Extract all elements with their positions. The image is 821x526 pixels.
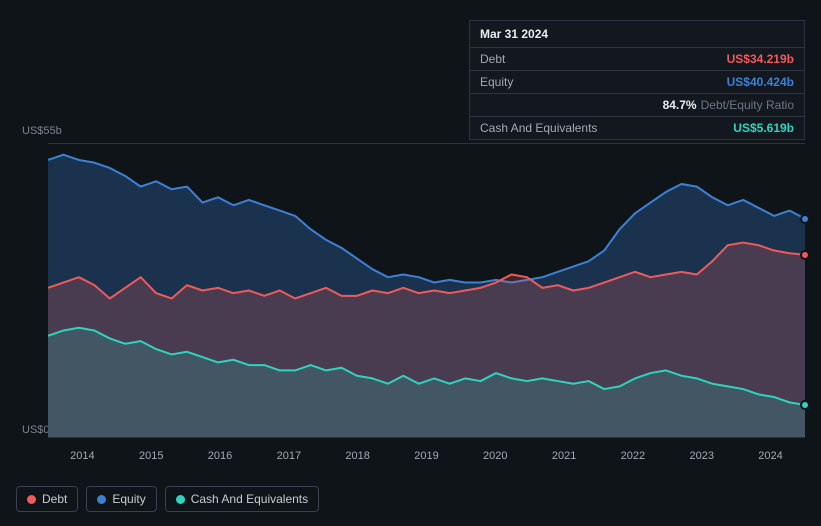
tooltip-label: Equity	[480, 75, 513, 89]
tooltip-panel: Mar 31 2024 Debt US$34.219b Equity US$40…	[469, 20, 805, 140]
legend-label: Equity	[112, 492, 145, 506]
tooltip-label: Debt	[480, 52, 505, 66]
xaxis-tick: 2024	[736, 450, 805, 462]
series-cash	[48, 144, 805, 437]
legend-dot-icon	[176, 495, 185, 504]
legend-dot-icon	[97, 495, 106, 504]
tooltip-value: US$34.219b	[727, 52, 794, 66]
xaxis-tick: 2017	[254, 450, 323, 462]
xaxis-tick: 2018	[323, 450, 392, 462]
xaxis-tick: 2021	[530, 450, 599, 462]
plot-region[interactable]	[48, 143, 805, 438]
chart-area: US$55b US$0 2014201520162017201820192020…	[16, 125, 805, 468]
xaxis-tick: 2020	[461, 450, 530, 462]
tooltip-row-cash: Cash And Equivalents US$5.619b	[470, 117, 804, 139]
xaxis-tick: 2022	[599, 450, 668, 462]
xaxis-tick: 2016	[186, 450, 255, 462]
ratio-percent: 84.7%	[663, 98, 697, 112]
marker-debt	[800, 250, 810, 260]
legend-item-equity[interactable]: Equity	[86, 486, 156, 512]
tooltip-row-equity: Equity US$40.424b	[470, 71, 804, 94]
xaxis-tick: 2023	[667, 450, 736, 462]
xaxis-tick: 2014	[48, 450, 117, 462]
yaxis-min-label: US$0	[22, 424, 50, 436]
marker-cash	[800, 400, 810, 410]
tooltip-value: US$40.424b	[727, 75, 794, 89]
tooltip-value: US$5.619b	[733, 121, 794, 135]
legend-label: Cash And Equivalents	[191, 492, 308, 506]
legend: Debt Equity Cash And Equivalents	[16, 486, 319, 512]
ratio-label: Debt/Equity Ratio	[701, 98, 794, 112]
tooltip-value: 84.7% Debt/Equity Ratio	[663, 98, 794, 112]
legend-dot-icon	[27, 495, 36, 504]
xaxis-tick: 2015	[117, 450, 186, 462]
tooltip-row-ratio: 84.7% Debt/Equity Ratio	[470, 94, 804, 117]
xaxis-labels: 2014201520162017201820192020202120222023…	[48, 450, 805, 462]
legend-label: Debt	[42, 492, 67, 506]
tooltip-date: Mar 31 2024	[470, 21, 804, 48]
xaxis-tick: 2019	[392, 450, 461, 462]
legend-item-cash[interactable]: Cash And Equivalents	[165, 486, 319, 512]
tooltip-row-debt: Debt US$34.219b	[470, 48, 804, 71]
tooltip-label: Cash And Equivalents	[480, 121, 597, 135]
marker-equity	[800, 214, 810, 224]
yaxis-max-label: US$55b	[22, 125, 62, 137]
legend-item-debt[interactable]: Debt	[16, 486, 78, 512]
